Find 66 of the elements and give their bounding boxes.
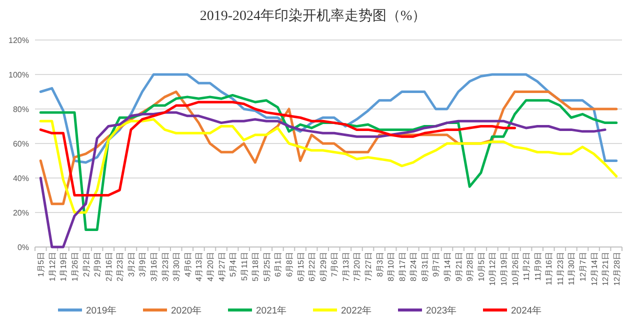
xtick: 10月26日	[510, 252, 520, 286]
xtick: 7月13日	[341, 252, 350, 282]
xtick: 12月7日	[578, 252, 588, 282]
ytick: 0%	[17, 243, 29, 252]
xtick: 12月21日	[601, 252, 610, 286]
xtick: 8月31日	[420, 252, 430, 282]
xtick: 4月20日	[206, 252, 215, 282]
xtick: 7月27日	[364, 252, 373, 282]
legend-label: 2019年	[86, 304, 118, 316]
xtick: 12月28日	[612, 252, 622, 286]
ytick: 20%	[12, 208, 29, 218]
xtick: 5月11日	[240, 252, 249, 281]
xtick: 5月18日	[251, 252, 260, 282]
legend-label: 2023年	[426, 304, 458, 316]
xtick: 8月10日	[386, 252, 396, 282]
xtick: 4月6日	[183, 252, 192, 277]
legend-label: 2021年	[256, 304, 288, 316]
xtick: 6月15日	[296, 252, 306, 282]
ytick: 100%	[8, 70, 29, 80]
xtick: 5月25日	[262, 252, 272, 282]
xtick: 7月6日	[330, 252, 340, 277]
xtick: 1月19日	[59, 252, 68, 282]
xtick: 9月28日	[466, 252, 475, 282]
ytick: 80%	[12, 105, 29, 114]
xtick: 1月26日	[70, 252, 80, 282]
xtick: 3月16日	[150, 252, 159, 282]
xtick: 8月24日	[409, 252, 418, 282]
xtick: 11月16日	[544, 252, 554, 286]
xtick: 6月29日	[318, 252, 328, 282]
xtick: 9月21日	[454, 252, 464, 282]
xtick: 11月23日	[556, 252, 565, 286]
xtick: 6月8日	[285, 252, 294, 277]
xtick: 8月3日	[375, 252, 384, 277]
xtick: 11月9日	[533, 252, 542, 281]
ytick: 120%	[8, 36, 29, 45]
xtick: 8月17日	[398, 252, 407, 282]
xtick: 4月13日	[194, 252, 204, 282]
xtick: 1月5日	[36, 252, 46, 277]
xtick: 3月30日	[172, 252, 182, 282]
title: 2019-2024年印染开机率走势图（%）	[200, 9, 426, 24]
xtick: 2月2日	[82, 252, 91, 277]
xtick: 11月30日	[567, 252, 576, 286]
xtick: 2月16日	[104, 252, 114, 282]
xtick: 5月4日	[228, 252, 238, 277]
xtick: 10月5日	[476, 252, 486, 282]
xtick: 11月2日	[522, 252, 532, 281]
legend-label: 2020年	[171, 304, 202, 316]
legend-label: 2022年	[341, 304, 372, 316]
xtick: 2月9日	[93, 252, 102, 277]
xtick: 4月27日	[217, 252, 226, 282]
xtick: 10月12日	[488, 252, 498, 286]
xtick: 12月14日	[590, 252, 599, 286]
xtick: 1月12日	[48, 252, 57, 282]
xtick: 9月7日	[432, 252, 441, 277]
xtick: 9月14日	[443, 252, 452, 282]
xtick: 3月2日	[126, 252, 136, 277]
ytick: 60%	[12, 140, 29, 148]
xtick: 6月22日	[308, 252, 317, 282]
xtick: 6月1日	[274, 252, 283, 277]
legend-label: 2024年	[511, 304, 542, 316]
xtick: 2月23日	[116, 252, 125, 282]
xtick: 7月20日	[352, 252, 362, 282]
ytick: 40%	[12, 174, 29, 183]
xtick: 3月23日	[160, 252, 170, 282]
xtick: 3月9日	[138, 252, 148, 277]
xtick: 10月19日	[499, 252, 508, 286]
